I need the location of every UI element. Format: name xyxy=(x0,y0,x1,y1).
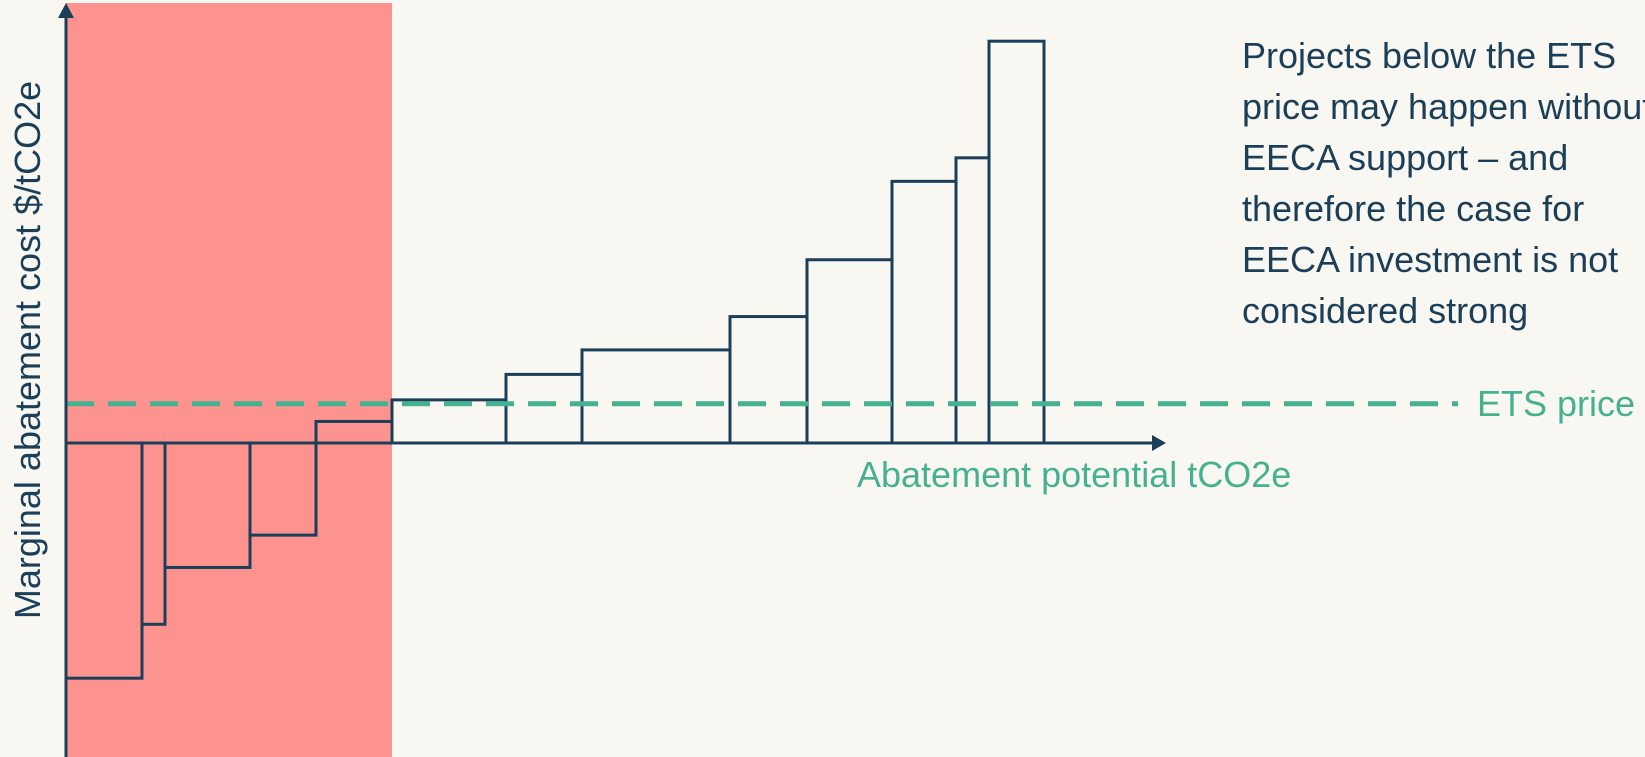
ets-price-label: ETS price xyxy=(1477,383,1636,424)
bar-8 xyxy=(580,348,732,445)
y-axis-arrowhead xyxy=(58,3,74,18)
annotation-text: Projects below the ETS price may happen … xyxy=(1242,35,1645,331)
bar-10 xyxy=(805,258,894,445)
bar-6 xyxy=(390,398,508,445)
bar-7 xyxy=(504,372,584,445)
y-axis-label: Marginal abatement cost $/tCO2e xyxy=(7,80,48,620)
x-axis-label: Abatement potential tCO2e xyxy=(857,454,1292,495)
bar-13 xyxy=(987,39,1046,445)
bar-12 xyxy=(954,156,991,445)
x-axis-arrowhead xyxy=(1152,435,1166,451)
below-ets-price-region xyxy=(66,3,392,757)
bar-9 xyxy=(728,315,809,445)
